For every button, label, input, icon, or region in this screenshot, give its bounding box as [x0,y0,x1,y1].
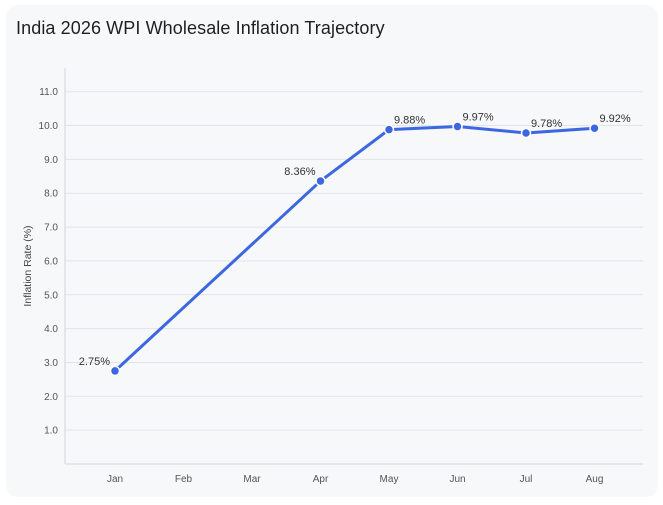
x-tick-labels: Jan Feb Mar Apr May Jun Jul Aug [107,474,603,485]
x-tick-label: Mar [243,474,261,485]
x-tick-label: Jun [449,474,465,485]
y-tick-label: 7.0 [44,223,58,234]
data-label: 2.75% [79,356,110,368]
chart-card [6,5,658,497]
y-tick-label: 10.0 [39,121,59,132]
data-label: 9.92% [600,113,631,125]
data-point [109,365,121,377]
x-tick-label: May [380,474,399,485]
y-tick-label: 1.0 [44,426,58,437]
y-tick-label: 2.0 [44,392,58,403]
grid-lines [65,91,643,431]
x-tick-label: Aug [586,474,604,485]
x-tick-label: Feb [175,474,193,485]
series-line [113,125,596,373]
data-labels: 2.75% 8.36% 9.88% 9.97% 9.78% 9.92% [79,112,631,368]
chart-title: India 2026 WPI Wholesale Inflation Traje… [16,18,385,38]
data-point [520,127,532,139]
y-tick-label: 6.0 [44,256,58,267]
y-axis-title: Inflation Rate (%) [22,225,34,306]
data-label: 9.88% [394,115,425,127]
y-tick-labels: 1.0 2.0 3.0 4.0 5.0 6.0 7.0 8.0 9.0 10.0 11.0 [39,87,59,436]
series-polyline [113,125,596,373]
x-tick-label: Jul [520,474,533,485]
data-point [383,124,395,135]
data-label: 9.97% [463,112,494,124]
x-tick-label: Apr [313,474,329,485]
data-point [452,121,463,132]
data-point [589,122,600,134]
y-tick-label: 5.0 [44,290,58,301]
axes [64,68,643,465]
y-tick-label: 8.0 [44,189,58,200]
x-tick-label: Jan [107,474,123,485]
data-points [109,121,600,377]
y-tick-label: 9.0 [44,155,58,166]
y-tick-label: 11.0 [39,87,58,98]
y-tick-label: 4.0 [44,324,58,335]
data-label: 8.36% [284,166,315,178]
data-point [315,175,326,187]
y-tick-label: 3.0 [44,358,58,369]
data-label: 9.78% [531,118,562,130]
